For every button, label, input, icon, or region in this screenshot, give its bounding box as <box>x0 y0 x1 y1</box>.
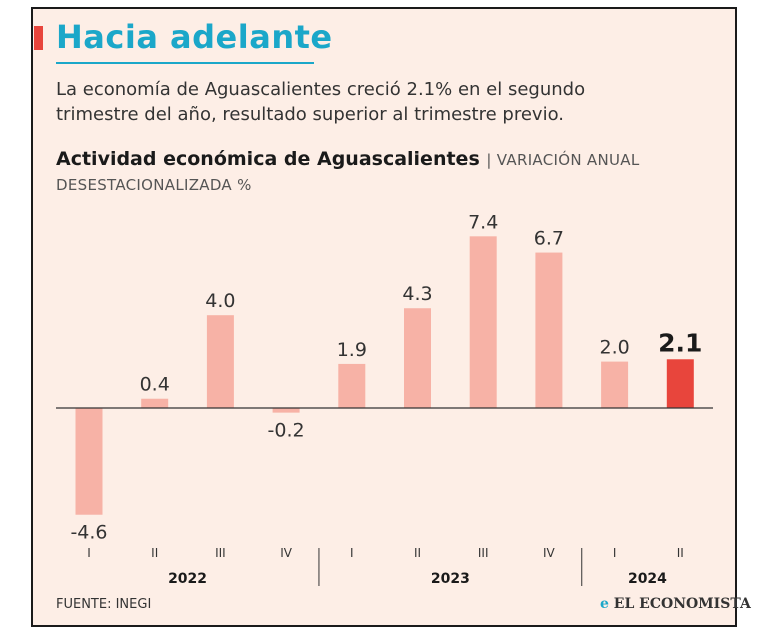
year-label: 2024 <box>628 571 667 587</box>
quarter-tick-label: III <box>215 546 226 560</box>
quarter-tick-label: IV <box>543 546 556 560</box>
chart-unit-label: | VARIACIÓN ANUAL <box>486 151 640 169</box>
quarter-tick-label: II <box>151 546 158 560</box>
year-label: 2023 <box>431 571 470 587</box>
year-label: 2022 <box>168 571 207 587</box>
data-label: -4.6 <box>70 522 107 544</box>
source-note: FUENTE: INEGI <box>56 597 152 612</box>
headline-subtitle: La economía de Aguascalientes creció 2.1… <box>56 79 586 125</box>
data-label: -0.2 <box>268 420 305 442</box>
brand-name: EL ECONOMISTA <box>613 596 751 612</box>
brand-logo: e EL ECONOMISTA <box>600 596 751 612</box>
chart-title: Actividad económica de Aguascalientes | … <box>56 146 696 173</box>
data-label: 4.0 <box>205 290 235 312</box>
data-label-highlight: 2.1 <box>658 328 702 357</box>
title-underline <box>56 62 314 64</box>
quarter-tick-label: II <box>414 546 421 560</box>
data-label: 2.0 <box>599 337 629 359</box>
quarter-tick-label: II <box>677 546 684 560</box>
title-accent-bar <box>34 26 43 50</box>
chart-unit-label-2: DESESTACIONALIZADA % <box>56 176 252 194</box>
bar <box>404 308 431 408</box>
bar <box>535 252 563 408</box>
infographic-frame <box>31 7 737 627</box>
bar <box>601 361 629 408</box>
quarter-tick-label: I <box>613 546 617 560</box>
data-label: 6.7 <box>534 228 564 250</box>
headline-title: Hacia adelante <box>56 18 333 56</box>
bar <box>206 315 234 408</box>
bar-highlight <box>666 359 694 408</box>
bar <box>338 363 366 408</box>
quarter-tick-label: IV <box>280 546 293 560</box>
bar <box>469 236 497 408</box>
data-label: 7.4 <box>468 211 498 233</box>
quarter-tick-label: III <box>478 546 489 560</box>
quarter-tick-label: I <box>87 546 91 560</box>
quarter-tick-label: I <box>350 546 354 560</box>
chart-title-text: Actividad económica de Aguascalientes <box>56 148 480 170</box>
brand-mark-icon: e <box>600 596 609 612</box>
bar <box>75 408 103 515</box>
data-label: 4.3 <box>402 283 432 305</box>
data-label: 1.9 <box>337 339 367 361</box>
bar <box>141 398 169 408</box>
data-label: 0.4 <box>140 374 170 396</box>
bar <box>272 408 300 413</box>
